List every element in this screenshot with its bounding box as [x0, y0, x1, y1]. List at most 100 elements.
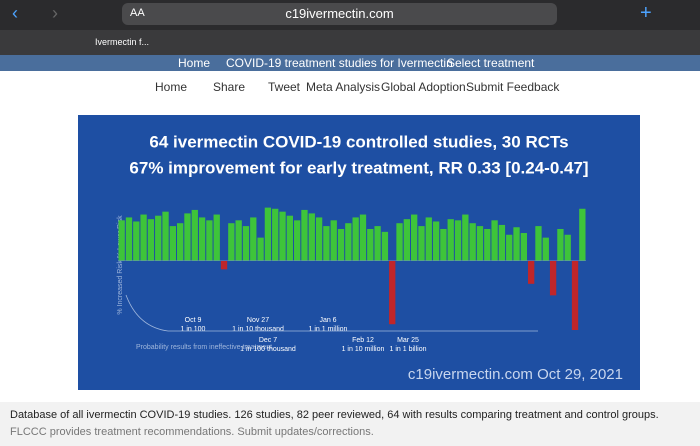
bar — [447, 219, 454, 261]
subnav-link[interactable]: Global Adoption — [381, 80, 466, 94]
url: c19ivermectin.com — [285, 6, 394, 21]
subnav-link[interactable]: Meta Analysis — [306, 80, 381, 94]
forward-button[interactable]: › — [52, 3, 58, 23]
bar — [220, 260, 228, 270]
bar — [140, 214, 147, 261]
bar — [147, 219, 155, 261]
bar — [155, 215, 162, 261]
bar — [169, 226, 176, 261]
bar — [228, 223, 235, 261]
bar — [286, 215, 293, 261]
nav-link[interactable]: Home — [178, 56, 211, 70]
footer: Database of all ivermectin COVID-19 stud… — [0, 402, 700, 446]
bar — [542, 237, 549, 261]
bar — [198, 217, 206, 261]
nav-bar: Home COVID-19 treatment studies for Iver… — [0, 55, 700, 71]
timeline-date: Mar 25 — [397, 337, 419, 344]
bar — [257, 237, 264, 261]
bar — [440, 228, 447, 261]
bar — [206, 220, 213, 261]
y-axis-label: % Increased Risk % Lower Risk — [117, 215, 124, 315]
bar — [411, 214, 418, 261]
bar — [264, 207, 272, 261]
bar — [337, 228, 345, 261]
subnav-link[interactable]: Tweet — [268, 80, 301, 94]
new-tab[interactable]: + — [640, 2, 652, 24]
chart-subtitle: 67% improvement for early treatment, RR … — [129, 158, 588, 177]
bar — [242, 226, 250, 261]
timeline-probability: 1 in 10 thousand — [232, 326, 284, 333]
bar — [469, 223, 476, 261]
bar — [235, 220, 242, 261]
bar — [381, 231, 389, 261]
bar — [367, 228, 374, 261]
bar — [549, 260, 557, 296]
timeline-probability: 1 in 100 — [181, 326, 206, 333]
timeline-date: Feb 12 — [352, 337, 374, 344]
bar — [484, 228, 491, 261]
bar — [301, 209, 308, 261]
bar — [506, 234, 513, 261]
tab-title[interactable]: Ivermectin f... — [95, 37, 150, 47]
bar — [133, 221, 140, 261]
watermark: c19ivermectin.com Oct 29, 2021 — [408, 366, 623, 383]
footer-links[interactable]: FLCCC provides treatment recommendations… — [10, 426, 374, 438]
browser-toolbar: ‹ › AA c19ivermectin.com + — [0, 0, 700, 30]
bar — [359, 214, 367, 261]
bar — [418, 226, 425, 261]
bar — [557, 228, 564, 261]
bar — [498, 224, 506, 261]
bar — [308, 213, 315, 261]
bar — [184, 213, 191, 261]
tab-strip: Ivermectin f... — [0, 30, 700, 55]
timeline-probability: 1 in 10 million — [342, 346, 385, 353]
timeline-date: Dec 7 — [259, 337, 277, 344]
chart-title: 64 ivermectin COVID-19 controlled studie… — [149, 132, 568, 151]
probability-curve — [125, 294, 538, 332]
bar — [520, 233, 527, 261]
bar — [579, 208, 586, 261]
bar — [250, 217, 257, 261]
bar — [396, 223, 403, 261]
bar — [454, 220, 462, 261]
bar — [476, 226, 484, 261]
bar — [535, 226, 542, 261]
bar — [432, 221, 440, 261]
text-size[interactable]: AA — [130, 7, 145, 19]
bar — [177, 223, 184, 261]
bar — [513, 227, 520, 261]
footer-text: Database of all ivermectin COVID-19 stud… — [10, 409, 659, 421]
bar — [528, 260, 535, 284]
bar — [323, 226, 330, 261]
bar — [162, 211, 169, 261]
bar — [191, 209, 198, 261]
bar — [389, 260, 396, 325]
bar — [462, 214, 469, 261]
bar — [352, 217, 359, 261]
address-bar[interactable]: AA c19ivermectin.com — [122, 3, 557, 25]
timeline-date: Nov 27 — [247, 317, 269, 324]
subnav-link[interactable]: Submit Feedback — [466, 80, 560, 94]
back-button[interactable]: ‹ — [12, 3, 18, 23]
bar — [564, 234, 571, 261]
timeline-probability: 1 in 1 billion — [390, 346, 427, 353]
bar — [571, 260, 579, 330]
timeline-probability: 1 in 100 thousand — [240, 346, 296, 353]
subnav-link[interactable]: Home — [155, 80, 188, 94]
timeline-note: Probability results from ineffective tre… — [136, 344, 272, 351]
chart: 64 ivermectin COVID-19 controlled studie… — [78, 115, 640, 390]
subnav-link[interactable]: Share — [213, 80, 246, 94]
timeline-date: Jan 6 — [319, 317, 336, 324]
bar — [374, 226, 381, 261]
bar — [294, 220, 301, 261]
bar — [213, 214, 220, 261]
bar — [330, 220, 337, 261]
nav-link[interactable]: COVID-19 treatment studies for Ivermecti… — [226, 56, 453, 70]
bar — [125, 217, 133, 261]
bar — [315, 217, 323, 261]
nav-link[interactable]: Select treatment — [447, 56, 535, 70]
bar — [425, 217, 432, 261]
bar — [279, 211, 286, 261]
bar — [403, 219, 410, 261]
